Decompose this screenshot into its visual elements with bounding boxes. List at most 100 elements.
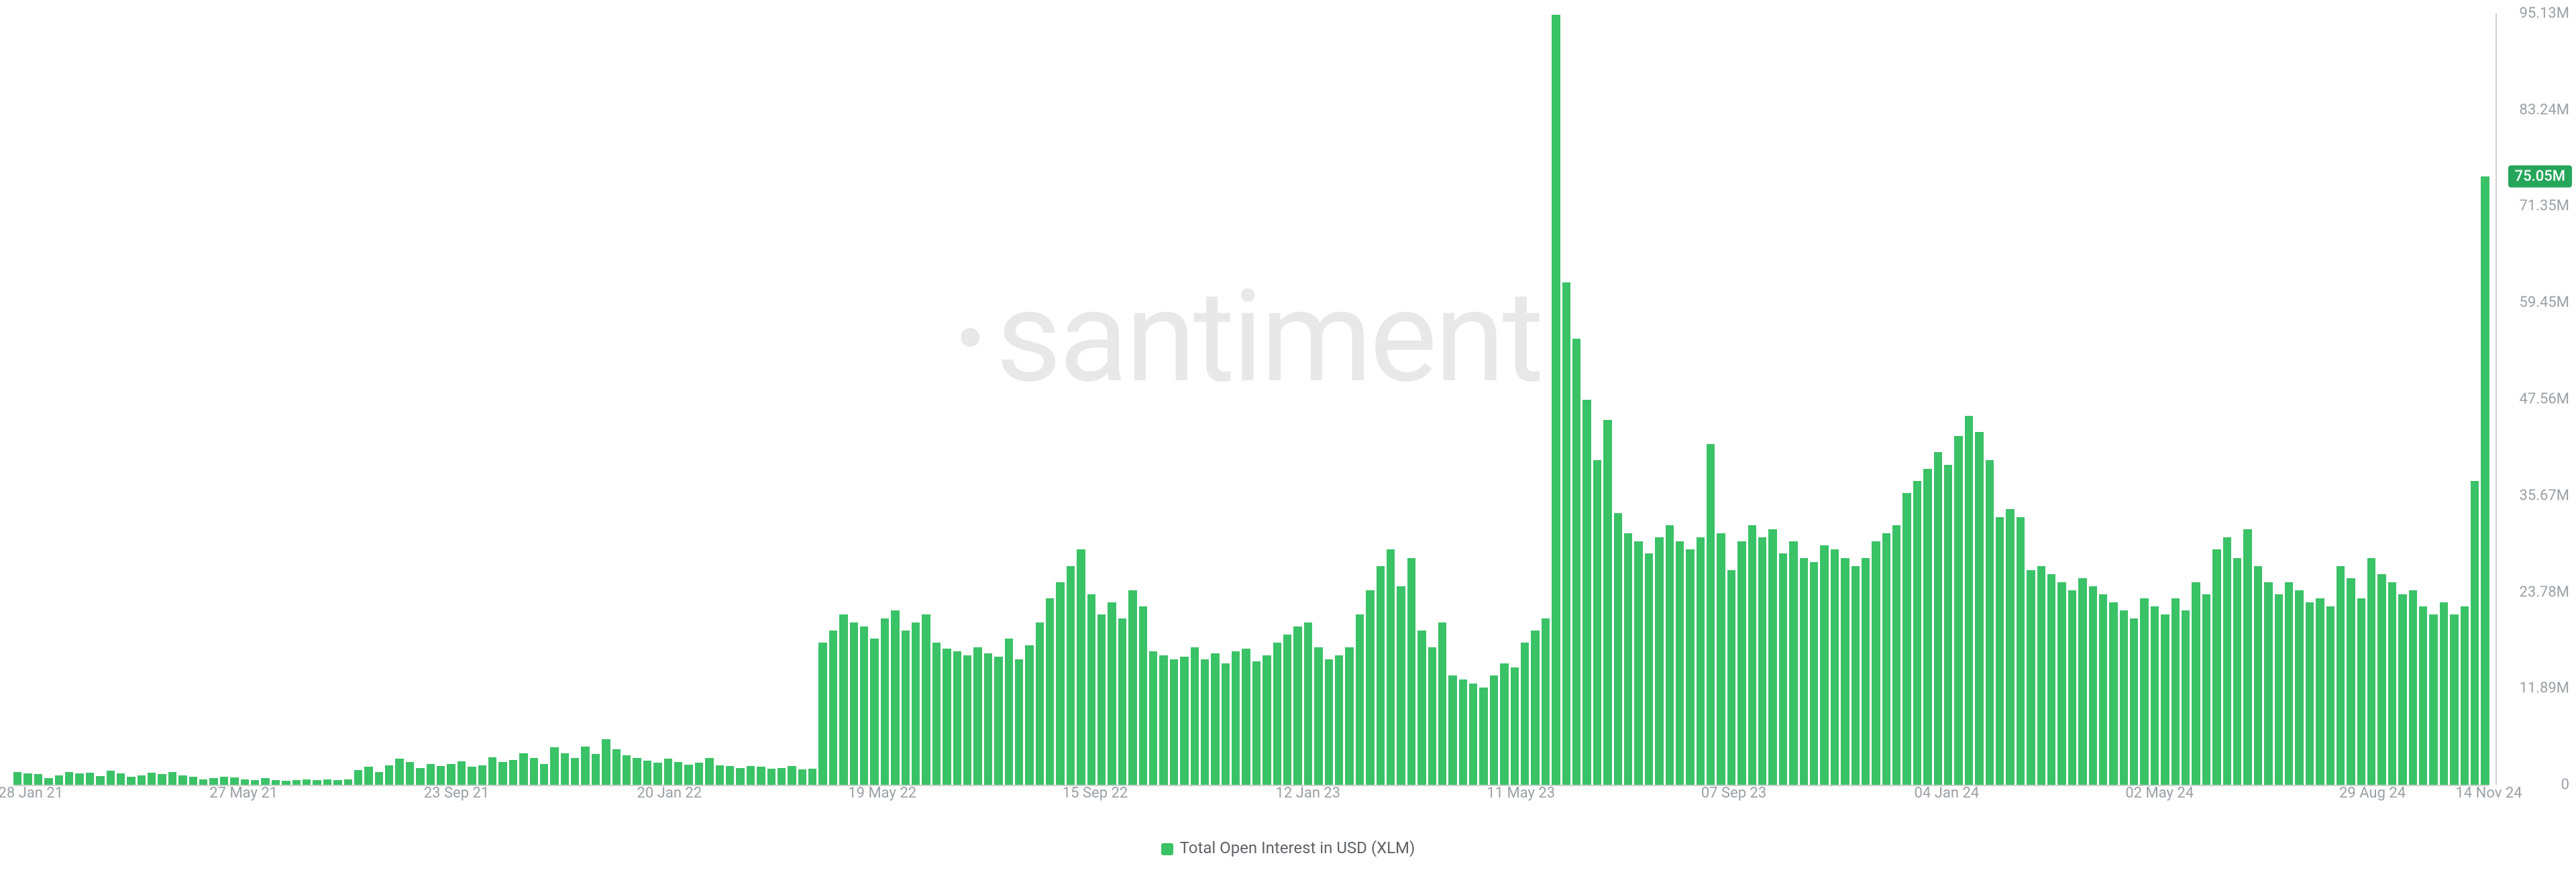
bar [2212, 549, 2220, 785]
bar [1469, 684, 1477, 785]
bar [344, 779, 352, 785]
bar [34, 774, 42, 785]
bar [963, 655, 971, 785]
bar [1851, 566, 1860, 785]
bar [1479, 688, 1487, 785]
bar [1056, 582, 1064, 785]
bar [922, 614, 930, 785]
bar [540, 764, 548, 785]
bar [1459, 679, 1467, 785]
bar [1542, 618, 1550, 785]
bar [788, 766, 796, 785]
bar [736, 768, 744, 785]
bar [2037, 566, 2045, 785]
bar [2192, 582, 2200, 785]
bar [406, 762, 414, 785]
bar [1986, 460, 1994, 785]
bar [1015, 659, 1023, 785]
bar [1025, 645, 1033, 785]
bar [2140, 598, 2148, 785]
bar [1872, 541, 1880, 785]
x-tick-label: 20 Jan 22 [637, 785, 702, 802]
bar [1707, 444, 1715, 785]
x-tick-label: 04 Jan 24 [1915, 785, 1980, 802]
bar [1387, 549, 1395, 785]
bar [1666, 525, 1674, 785]
bar [1293, 626, 1301, 785]
bar [1345, 647, 1353, 785]
bar [592, 754, 600, 785]
bar [458, 761, 466, 785]
bar [716, 765, 724, 785]
bar [1655, 537, 1663, 785]
bar [1159, 655, 1167, 785]
bar [1118, 618, 1126, 785]
bar [1676, 541, 1684, 785]
bar [1768, 529, 1776, 785]
bar [1810, 562, 1818, 785]
y-tick-label: 95.13M [2520, 5, 2569, 22]
bar [447, 764, 455, 785]
bar [1263, 655, 1271, 785]
bar [313, 780, 321, 785]
bar [2017, 517, 2025, 785]
bar [1717, 533, 1725, 785]
bar [241, 779, 249, 785]
bar [2057, 582, 2065, 785]
bar [1965, 416, 1973, 785]
y-tick-label: 83.24M [2520, 101, 2569, 118]
bar [2068, 590, 2076, 785]
bar [1139, 606, 1147, 785]
bar [488, 757, 496, 785]
y-tick-label: 71.35M [2520, 198, 2569, 215]
bar [1128, 590, 1136, 785]
bar [612, 749, 621, 785]
bar [1882, 533, 1890, 785]
bar [643, 761, 651, 785]
bar [1800, 558, 1808, 785]
bar [2295, 590, 2303, 785]
bar [932, 643, 941, 785]
bar [994, 657, 1002, 785]
bar [220, 777, 228, 785]
bar [2337, 566, 2345, 785]
bar [354, 770, 362, 785]
bar [1366, 590, 1374, 785]
bar [2377, 574, 2385, 785]
bar [303, 779, 311, 785]
bar [2326, 606, 2334, 785]
bar [127, 777, 135, 785]
bar [1149, 651, 1157, 785]
bar [2078, 578, 2086, 785]
bar [2398, 594, 2406, 785]
y-tick-label: 35.67M [2520, 487, 2569, 504]
bar [1314, 647, 1322, 785]
bar [2388, 582, 2396, 785]
bar [1222, 663, 1230, 785]
bar [1170, 659, 1178, 785]
x-tick-label: 23 Sep 21 [424, 785, 489, 802]
bar [2471, 481, 2479, 785]
x-tick-label: 29 Aug 24 [2339, 785, 2406, 802]
x-tick-label: 12 Jan 23 [1276, 785, 1341, 802]
bar [881, 618, 889, 785]
bar [726, 766, 734, 785]
bar [602, 739, 610, 785]
bar [519, 753, 527, 785]
bar [2347, 578, 2355, 785]
bar [1428, 647, 1436, 785]
bar [158, 774, 166, 785]
bar [984, 653, 992, 785]
bar [1831, 549, 1839, 785]
bar [395, 759, 403, 785]
bar [891, 610, 899, 785]
bar [1077, 549, 1085, 785]
bar [1273, 643, 1281, 785]
bar [189, 777, 197, 785]
bar [1417, 631, 1426, 785]
bar [13, 772, 21, 785]
bar [292, 780, 301, 785]
bar [1191, 647, 1199, 785]
bar [633, 758, 641, 785]
bar [1624, 533, 1632, 785]
